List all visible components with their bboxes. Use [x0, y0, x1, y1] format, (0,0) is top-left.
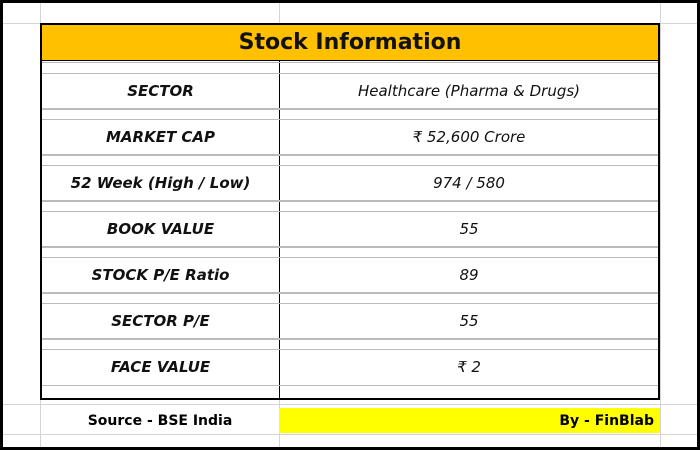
field-label: MARKET CAP [105, 128, 216, 146]
row-line [42, 293, 658, 294]
row-line [42, 339, 658, 340]
row-line [42, 200, 658, 201]
row-line [42, 303, 658, 304]
field-label: SECTOR [127, 82, 194, 100]
field-label: BOOK VALUE [106, 220, 215, 238]
row-line [42, 73, 658, 74]
field-value: ₹ 52,600 Crore [412, 128, 526, 146]
row-line [42, 349, 658, 350]
row-line [42, 108, 658, 109]
field-value: 89 [459, 266, 479, 284]
row-line [42, 109, 658, 110]
row-line [42, 155, 658, 156]
row-line [42, 292, 658, 293]
row-line [42, 338, 658, 339]
field-label: STOCK P/E Ratio [91, 266, 230, 284]
row-line [42, 211, 658, 212]
field-value: 55 [459, 312, 479, 330]
field-value: 974 / 580 [433, 174, 505, 192]
field-label: SECTOR P/E [111, 312, 210, 330]
row-line [42, 154, 658, 155]
field-value: Healthcare (Pharma & Drugs) [357, 82, 581, 100]
info-table: Stock Information SECTOR Healthcare (Phar… [40, 23, 660, 400]
grid-line [3, 434, 697, 435]
source-note: Source - BSE India [87, 412, 233, 429]
row-line [42, 257, 658, 258]
row-line [42, 119, 658, 120]
field-value: 55 [459, 220, 479, 238]
field-value: ₹ 2 [457, 358, 481, 376]
row-line [42, 165, 658, 166]
field-label: FACE VALUE [110, 358, 211, 376]
grid-line [660, 3, 661, 447]
grid-line [3, 404, 697, 405]
column-divider [279, 61, 280, 398]
field-label: 52 Week (High / Low) [70, 174, 251, 192]
row-line [42, 201, 658, 202]
row-line [42, 246, 658, 247]
row-line [42, 385, 658, 386]
row-line [42, 247, 658, 248]
table-title: Stock Information [42, 25, 658, 61]
row-line [42, 62, 658, 63]
credit-note: By - FinBlab [279, 408, 660, 433]
